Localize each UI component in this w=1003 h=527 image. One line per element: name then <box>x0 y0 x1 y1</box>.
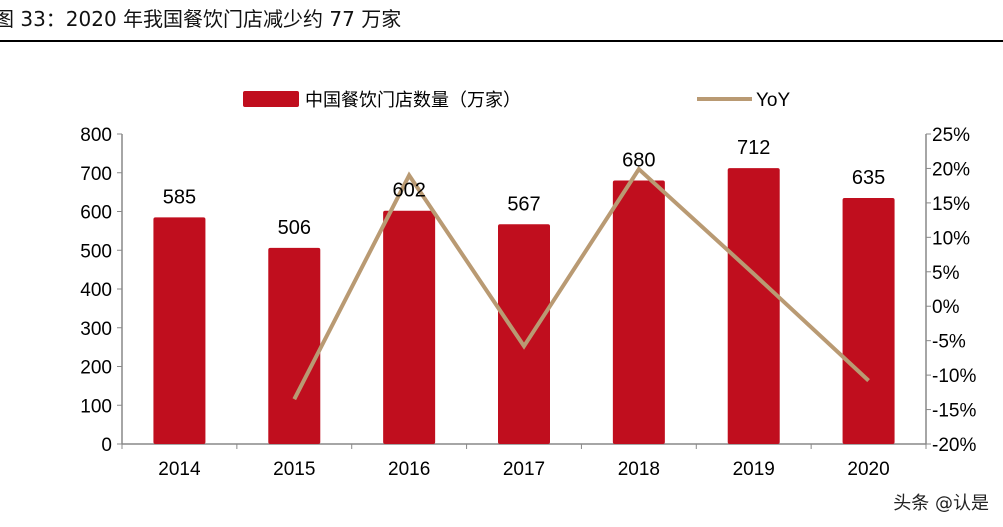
right-tick-label: 20% <box>932 159 970 180</box>
bar-data-label: 712 <box>737 137 770 159</box>
left-tick-label: 400 <box>80 280 112 301</box>
right-tick-label: 25% <box>932 125 970 146</box>
x-tick-label: 2015 <box>273 459 315 480</box>
right-tick-label: 15% <box>932 194 970 215</box>
bar-data-label: 602 <box>392 180 425 202</box>
left-tick-label: 0 <box>101 435 112 456</box>
left-tick-label: 100 <box>80 396 112 417</box>
right-tick-label: -5% <box>932 332 966 353</box>
right-tick-label: 10% <box>932 228 970 249</box>
bar-data-label: 585 <box>163 186 196 208</box>
left-tick-label: 500 <box>80 241 112 262</box>
right-tick-label: 0% <box>932 297 960 318</box>
bar-data-label: 635 <box>852 167 885 189</box>
bar <box>842 197 895 444</box>
x-tick-label: 2019 <box>733 459 775 480</box>
x-tick-label: 2020 <box>847 459 889 480</box>
bar <box>268 247 321 444</box>
bar-data-label: 680 <box>622 150 655 172</box>
right-tick-label: -15% <box>932 401 976 422</box>
right-tick-label: -20% <box>932 435 976 456</box>
bar <box>612 180 665 444</box>
left-tick-label: 800 <box>80 125 112 146</box>
title-rule <box>0 40 1003 42</box>
left-tick-label: 200 <box>80 358 112 379</box>
yoy-line <box>292 166 870 401</box>
bar <box>498 224 550 444</box>
bar-data-label: 567 <box>507 193 540 215</box>
legend-bar-label: 中国餐饮门店数量（万家） <box>305 90 521 111</box>
legend-line-label: YoY <box>756 90 790 111</box>
x-tick-label: 2014 <box>158 459 201 480</box>
x-tick-label: 2017 <box>503 459 545 480</box>
legend-bar-swatch <box>243 91 299 107</box>
right-tick-label: -10% <box>932 366 976 387</box>
bar-data-label: 506 <box>278 217 311 239</box>
figure-title: 图 33：2020 年我国餐饮门店减少约 77 万家 <box>0 7 402 31</box>
right-tick-label: 5% <box>932 263 960 284</box>
left-tick-label: 300 <box>80 319 112 340</box>
watermark: 头条 @认是 <box>893 493 989 514</box>
left-tick-label: 700 <box>80 164 112 185</box>
bar <box>153 217 206 444</box>
bar <box>727 168 780 444</box>
bar <box>383 210 436 444</box>
x-tick-label: 2016 <box>388 459 430 480</box>
left-tick-label: 600 <box>80 203 112 224</box>
x-tick-label: 2018 <box>618 459 660 480</box>
